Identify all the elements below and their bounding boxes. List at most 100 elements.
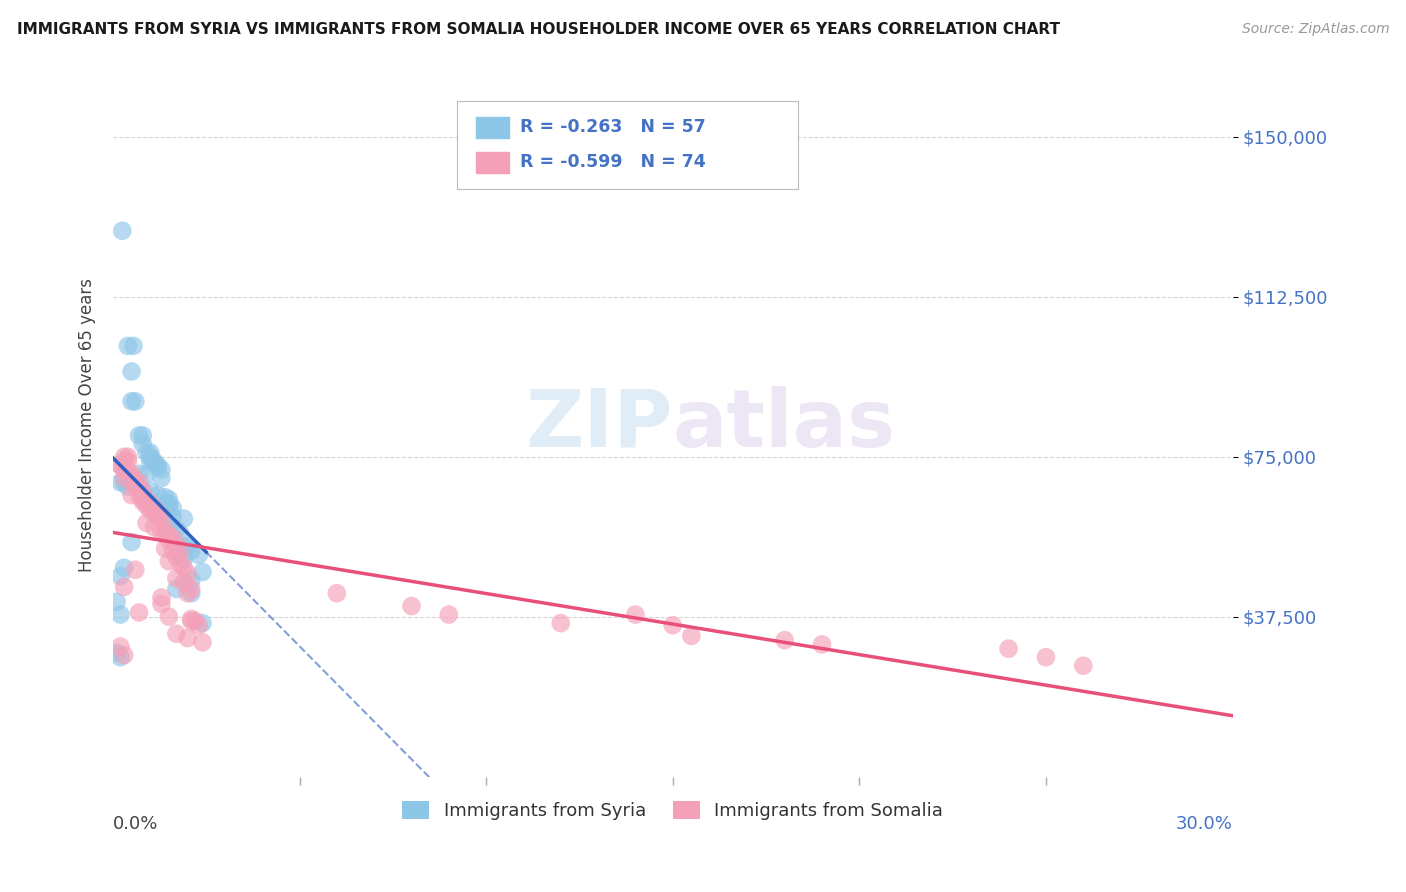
Point	[162, 543, 184, 558]
Point	[150, 462, 173, 476]
Point	[173, 511, 195, 525]
Point	[124, 475, 146, 490]
Point	[110, 650, 132, 665]
Point	[1071, 658, 1094, 673]
Point	[150, 591, 173, 605]
Point	[143, 505, 166, 519]
Point	[121, 394, 143, 409]
Point	[135, 499, 157, 513]
Point	[162, 531, 184, 545]
Point	[180, 614, 202, 628]
Point	[401, 599, 423, 613]
Point	[112, 454, 135, 468]
Point	[139, 445, 162, 459]
Point	[110, 458, 132, 473]
Point	[128, 428, 150, 442]
Point	[117, 465, 139, 479]
Point	[176, 567, 198, 582]
Point	[1035, 650, 1057, 665]
Point	[139, 503, 162, 517]
Point	[176, 631, 198, 645]
Text: 30.0%: 30.0%	[1175, 815, 1233, 833]
Point	[176, 539, 198, 553]
Point	[112, 560, 135, 574]
Point	[150, 597, 173, 611]
Point	[173, 539, 195, 553]
Point	[173, 560, 195, 574]
Point	[117, 454, 139, 468]
Point	[157, 609, 180, 624]
Point	[132, 492, 155, 507]
Bar	[475, 152, 509, 173]
Point	[146, 460, 169, 475]
Point	[157, 529, 180, 543]
Point	[143, 456, 166, 470]
Point	[153, 522, 176, 536]
Point	[121, 364, 143, 378]
Point	[117, 339, 139, 353]
Point	[110, 640, 132, 654]
Point	[661, 618, 683, 632]
Point	[191, 565, 214, 579]
Point	[128, 467, 150, 481]
Point	[139, 450, 162, 464]
Point	[110, 569, 132, 583]
Point	[187, 548, 209, 562]
Point	[132, 494, 155, 508]
Point	[811, 637, 834, 651]
Point	[173, 552, 195, 566]
Point	[681, 629, 703, 643]
Point	[128, 606, 150, 620]
Bar	[475, 117, 509, 137]
Point	[110, 458, 132, 473]
Point	[128, 482, 150, 496]
Point	[169, 546, 191, 560]
Point	[191, 616, 214, 631]
Point	[143, 520, 166, 534]
Point	[124, 563, 146, 577]
Point	[157, 533, 180, 547]
Point	[773, 633, 796, 648]
Point	[146, 488, 169, 502]
Point	[165, 522, 187, 536]
Point	[157, 500, 180, 515]
Point	[150, 471, 173, 485]
Point	[122, 339, 145, 353]
Point	[180, 612, 202, 626]
Point	[146, 505, 169, 519]
Point	[143, 500, 166, 515]
Point	[153, 497, 176, 511]
Point	[165, 582, 187, 596]
Point	[128, 488, 150, 502]
Point	[112, 471, 135, 485]
Text: R = -0.263   N = 57: R = -0.263 N = 57	[520, 118, 706, 136]
Point	[112, 648, 135, 662]
Point	[117, 480, 139, 494]
Point	[165, 571, 187, 585]
Text: ZIP: ZIP	[526, 386, 672, 464]
Point	[176, 586, 198, 600]
Point	[112, 580, 135, 594]
Point	[437, 607, 460, 622]
Point	[121, 535, 143, 549]
Point	[157, 492, 180, 507]
Point	[135, 445, 157, 459]
Point	[187, 618, 209, 632]
Point	[169, 557, 191, 571]
Text: 0.0%: 0.0%	[112, 815, 159, 833]
Text: IMMIGRANTS FROM SYRIA VS IMMIGRANTS FROM SOMALIA HOUSEHOLDER INCOME OVER 65 YEAR: IMMIGRANTS FROM SYRIA VS IMMIGRANTS FROM…	[17, 22, 1060, 37]
Point	[121, 488, 143, 502]
Point	[997, 641, 1019, 656]
Point	[112, 462, 135, 476]
Point	[157, 520, 180, 534]
Point	[624, 607, 647, 622]
Point	[165, 626, 187, 640]
Point	[146, 505, 169, 519]
Point	[124, 394, 146, 409]
Point	[157, 554, 180, 568]
Text: Source: ZipAtlas.com: Source: ZipAtlas.com	[1241, 22, 1389, 37]
Point	[150, 509, 173, 524]
Point	[165, 549, 187, 564]
Point	[105, 595, 128, 609]
Point	[191, 635, 214, 649]
